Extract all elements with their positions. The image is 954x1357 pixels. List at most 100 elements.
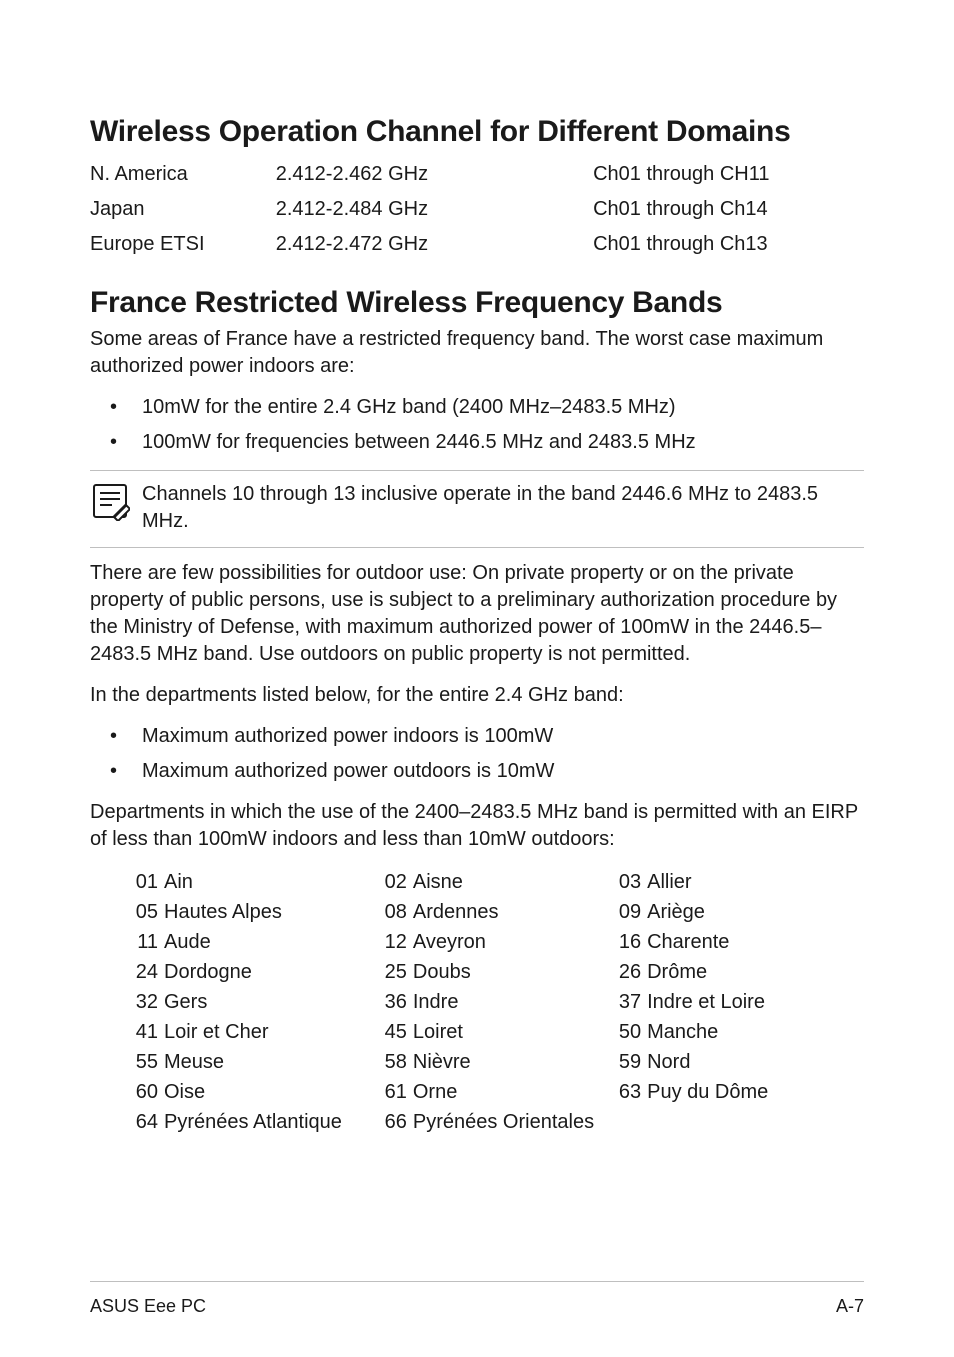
- table-cell: 58Nièvre: [381, 1047, 615, 1077]
- table-cell: 50Manche: [615, 1017, 864, 1047]
- table-row: Europe ETSI2.412-2.472 GHzCh01 through C…: [90, 227, 864, 262]
- table-row: 11Aude12Aveyron16Charente: [132, 927, 864, 957]
- table-cell: 05Hautes Alpes: [132, 897, 381, 927]
- dept-name: Hautes Alpes: [164, 897, 282, 927]
- dept-code: 11: [132, 927, 158, 957]
- dept-code: 25: [381, 957, 407, 987]
- list-item: Maximum authorized power indoors is 100m…: [90, 723, 864, 750]
- footer-right: A-7: [836, 1296, 864, 1317]
- note-text: Channels 10 through 13 inclusive operate…: [142, 481, 864, 535]
- dept-code: 61: [381, 1077, 407, 1107]
- table-cell: 61Orne: [381, 1077, 615, 1107]
- dept-name: Ardennes: [413, 897, 499, 927]
- france-eirp-para: Departments in which the use of the 2400…: [90, 799, 864, 853]
- dept-code: 09: [615, 897, 641, 927]
- dept-name: Aisne: [413, 867, 463, 897]
- dept-name: Pyrénées Orientales: [413, 1107, 594, 1137]
- dept-name: Dordogne: [164, 957, 252, 987]
- france-bullets-indoor-power: 10mW for the entire 2.4 GHz band (2400 M…: [90, 394, 864, 456]
- dept-code: 05: [132, 897, 158, 927]
- dept-name: Puy du Dôme: [647, 1077, 768, 1107]
- table-cell: 60Oise: [132, 1077, 381, 1107]
- channel-domain-table: N. America2.412-2.462 GHzCh01 through CH…: [90, 157, 864, 262]
- table-cell: Ch01 through Ch13: [593, 227, 864, 262]
- dept-name: Ariège: [647, 897, 705, 927]
- dept-name: Aude: [164, 927, 211, 957]
- dept-name: Loir et Cher: [164, 1017, 269, 1047]
- heading-wireless-channels: Wireless Operation Channel for Different…: [90, 115, 864, 149]
- dept-code: 63: [615, 1077, 641, 1107]
- france-intro: Some areas of France have a restricted f…: [90, 326, 864, 380]
- dept-name: Aveyron: [413, 927, 486, 957]
- dept-name: Drôme: [647, 957, 707, 987]
- dept-code: 50: [615, 1017, 641, 1047]
- table-cell: 59Nord: [615, 1047, 864, 1077]
- dept-name: Orne: [413, 1077, 457, 1107]
- table-cell: 66Pyrénées Orientales: [381, 1107, 615, 1137]
- dept-code: 24: [132, 957, 158, 987]
- table-cell: Europe ETSI: [90, 227, 276, 262]
- dept-name: Oise: [164, 1077, 205, 1107]
- table-row: 64Pyrénées Atlantique66Pyrénées Oriental…: [132, 1107, 864, 1137]
- table-cell: 01Ain: [132, 867, 381, 897]
- dept-code: 01: [132, 867, 158, 897]
- table-cell: [615, 1107, 864, 1137]
- list-item: 100mW for frequencies between 2446.5 MHz…: [90, 429, 864, 456]
- dept-code: 58: [381, 1047, 407, 1077]
- dept-name: Pyrénées Atlantique: [164, 1107, 342, 1137]
- dept-name: Meuse: [164, 1047, 224, 1077]
- dept-name: Indre et Loire: [647, 987, 765, 1017]
- table-row: 05Hautes Alpes08Ardennes09Ariège: [132, 897, 864, 927]
- dept-code: 02: [381, 867, 407, 897]
- table-cell: 45Loiret: [381, 1017, 615, 1047]
- dept-code: 55: [132, 1047, 158, 1077]
- dept-code: 36: [381, 987, 407, 1017]
- france-bullets-dept-power: Maximum authorized power indoors is 100m…: [90, 723, 864, 785]
- dept-name: Gers: [164, 987, 207, 1017]
- heading-france-bands: France Restricted Wireless Frequency Ban…: [90, 286, 864, 320]
- dept-name: Doubs: [413, 957, 471, 987]
- dept-name: Charente: [647, 927, 729, 957]
- table-cell: Ch01 through CH11: [593, 157, 864, 192]
- table-cell: 37Indre et Loire: [615, 987, 864, 1017]
- page-footer: ASUS Eee PC A-7: [90, 1281, 864, 1317]
- table-cell: Japan: [90, 192, 276, 227]
- table-cell: 63Puy du Dôme: [615, 1077, 864, 1107]
- dept-name: Allier: [647, 867, 691, 897]
- dept-code: 66: [381, 1107, 407, 1137]
- table-cell: 12Aveyron: [381, 927, 615, 957]
- table-cell: Ch01 through Ch14: [593, 192, 864, 227]
- table-row: 60Oise61Orne63Puy du Dôme: [132, 1077, 864, 1107]
- table-cell: 09Ariège: [615, 897, 864, 927]
- list-item: 10mW for the entire 2.4 GHz band (2400 M…: [90, 394, 864, 421]
- dept-code: 26: [615, 957, 641, 987]
- footer-left: ASUS Eee PC: [90, 1296, 206, 1317]
- table-row: Japan2.412-2.484 GHzCh01 through Ch14: [90, 192, 864, 227]
- note-block: Channels 10 through 13 inclusive operate…: [90, 470, 864, 548]
- table-row: N. America2.412-2.462 GHzCh01 through CH…: [90, 157, 864, 192]
- list-item: Maximum authorized power outdoors is 10m…: [90, 758, 864, 785]
- table-cell: 02Aisne: [381, 867, 615, 897]
- table-cell: 26Drôme: [615, 957, 864, 987]
- note-icon: [90, 481, 130, 521]
- table-cell: 11Aude: [132, 927, 381, 957]
- table-cell: 16Charente: [615, 927, 864, 957]
- dept-code: 59: [615, 1047, 641, 1077]
- table-cell: 64Pyrénées Atlantique: [132, 1107, 381, 1137]
- table-cell: 55Meuse: [132, 1047, 381, 1077]
- table-row: 32Gers 36Indre37Indre et Loire: [132, 987, 864, 1017]
- table-cell: 25Doubs: [381, 957, 615, 987]
- dept-name: Loiret: [413, 1017, 463, 1047]
- table-cell: N. America: [90, 157, 276, 192]
- dept-code: 45: [381, 1017, 407, 1047]
- france-departments-intro: In the departments listed below, for the…: [90, 682, 864, 709]
- table-cell: 36Indre: [381, 987, 615, 1017]
- dept-code: 03: [615, 867, 641, 897]
- dept-code: 32: [132, 987, 158, 1017]
- table-row: 41Loir et Cher45Loiret50Manche: [132, 1017, 864, 1047]
- table-cell: 2.412-2.472 GHz: [276, 227, 593, 262]
- table-row: 55Meuse58Nièvre59Nord: [132, 1047, 864, 1077]
- dept-code: 64: [132, 1107, 158, 1137]
- table-row: 01Ain02Aisne03Allier: [132, 867, 864, 897]
- table-cell: 08Ardennes: [381, 897, 615, 927]
